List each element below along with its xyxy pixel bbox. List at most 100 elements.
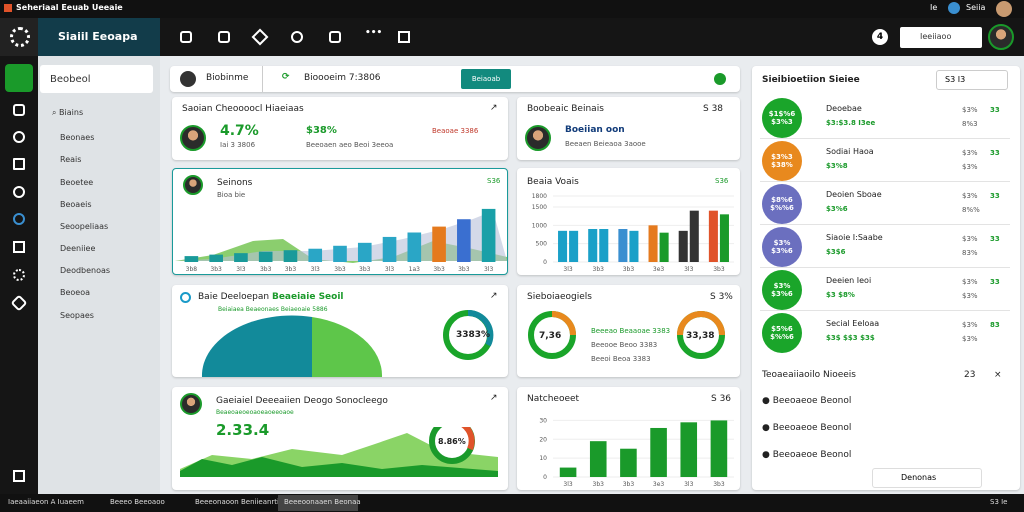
nav-icon[interactable]	[13, 104, 25, 116]
area-card: Gaeiaiel Deeeaiien Deogo Sonocleego Beae…	[172, 387, 508, 490]
tool-icon[interactable]	[251, 28, 269, 46]
app-icon	[4, 4, 12, 12]
active-task[interactable]	[278, 495, 358, 511]
chart-title: Seinons	[217, 178, 253, 188]
tool-icon[interactable]	[218, 31, 230, 43]
user-avatar[interactable]	[988, 24, 1014, 50]
tool-icon[interactable]	[291, 31, 303, 43]
nav-icon[interactable]	[13, 131, 25, 143]
item-value: 33	[990, 149, 1000, 157]
menu-item[interactable]: Seopaes	[60, 311, 94, 320]
card-title: Sieboiaeogiels	[527, 292, 592, 302]
logo-box	[0, 18, 38, 56]
y-tick-label: 1500	[532, 204, 547, 211]
chart-title: Natcheoeet	[527, 394, 580, 404]
menu-item[interactable]: Beobeol	[50, 74, 91, 85]
link-item[interactable]: ● Beeoaeoe Beonol	[762, 423, 852, 433]
x-tick-label: 3b3	[260, 266, 272, 273]
menu-item[interactable]: Beoetee	[60, 178, 94, 187]
menu-item[interactable]: ⌕ Biains	[52, 108, 84, 117]
nav-icon[interactable]	[13, 269, 25, 281]
menu-item[interactable]: Deeniiee	[60, 244, 96, 253]
search-box[interactable]: Ieeiiaoo	[900, 27, 982, 48]
item-value: $3%	[962, 235, 978, 243]
link-item[interactable]: ● Beeoaeoe Beonol	[762, 396, 852, 406]
status-circle: $3%3 $38%	[762, 141, 802, 181]
bar	[559, 467, 577, 477]
active-icon[interactable]	[5, 64, 33, 92]
nav-icon[interactable]	[10, 294, 28, 312]
x-tick-label: 3b3	[359, 266, 371, 273]
nav-icon[interactable]	[13, 158, 25, 170]
x-tick-label: 3b3	[623, 481, 635, 488]
item-name: Sodiai Haoa	[826, 147, 874, 156]
x-tick-label: 3l3	[385, 266, 394, 273]
bar-area-chart: 3b8 3b3 3l3 3b3 3b3 3l3 3b3 3b3 3l3 1a3 3b3 3b3 3l3	[175, 208, 507, 273]
tool-icon[interactable]	[180, 31, 192, 43]
bar	[589, 441, 607, 477]
bar	[680, 422, 698, 477]
menu-item[interactable]: Beonaes	[60, 133, 95, 142]
nav-icon[interactable]	[13, 186, 25, 198]
donuts	[528, 311, 725, 359]
item-value: 33	[990, 192, 1000, 200]
card-menu[interactable]: ↗	[490, 103, 498, 113]
card-sub: Beiaiaea Beaeonaes Beiaeoaie 5886	[218, 306, 328, 313]
task-item[interactable]: Beeeo Beeoaoo	[110, 498, 165, 506]
taskbar: Iaeaaiiaeon A Iuaeem Beeeo Beeoaoo Beeeo…	[0, 494, 1024, 512]
tool-icon[interactable]	[329, 31, 341, 43]
y-tick-label: 500	[536, 241, 548, 248]
y-tick-label: 30	[539, 417, 547, 424]
x-tick-label: 3b3	[713, 266, 725, 273]
item-line: $3 $8%	[826, 291, 855, 299]
task-item[interactable]: Iaeaaiiaeon A Iuaeem	[8, 498, 84, 506]
nav-icon[interactable]	[13, 213, 25, 225]
item-value: 83%	[962, 249, 978, 257]
user-avatar[interactable]	[996, 1, 1012, 17]
card-title: Boobeaic Beinais	[527, 104, 604, 114]
task-item[interactable]: Beeeonaoon Beniieanrtiaa	[195, 498, 288, 506]
x-tick-label: 3l3	[484, 266, 493, 273]
bar-chart: 0 10 20 30 3l3 3b3 3b3 3e3 3l3 3b3	[539, 417, 734, 488]
panel-button[interactable]: Denonas	[872, 468, 982, 488]
title-highlight: Beaeiaie Seoil	[271, 292, 344, 302]
panel-filter[interactable]: S3 I3	[936, 70, 1008, 90]
avatar	[183, 175, 203, 195]
bar	[234, 253, 248, 262]
active-menu[interactable]	[40, 65, 153, 93]
item-value: 8%3	[962, 120, 978, 128]
x-tick-label: 3b3	[210, 266, 222, 273]
tool-icon[interactable]	[398, 31, 410, 43]
item-line: $3$6	[826, 248, 846, 256]
x-tick-label: 3l3	[563, 266, 572, 273]
status-icon: ⟳	[282, 72, 290, 82]
window-title: Seheriaal Eeuab Ueeaie	[16, 3, 123, 12]
nav-icon[interactable]	[13, 241, 25, 253]
menu-item[interactable]: Seoopeliaas	[60, 222, 109, 231]
menu-item[interactable]: Reais	[60, 155, 82, 164]
toolbar-button[interactable]: Beiaoab	[461, 69, 511, 89]
menu-item[interactable]: Beoaeis	[60, 200, 92, 209]
divider	[760, 310, 1010, 311]
bar	[333, 245, 347, 262]
bar	[407, 232, 422, 262]
card-menu[interactable]: ↗	[490, 393, 498, 403]
close-icon[interactable]: ×	[994, 370, 1002, 380]
item-value: $3%	[962, 321, 978, 329]
profile-name: Boeiian oon	[565, 125, 625, 135]
card-menu[interactable]: ↗	[490, 291, 498, 301]
more-icon[interactable]: •••	[365, 28, 383, 38]
task-item[interactable]: Beeeoonaaen Beonaa	[284, 498, 361, 506]
notification-badge[interactable]: 4	[872, 29, 888, 45]
nav-icon[interactable]	[13, 470, 25, 482]
menu-item[interactable]: Beoeoa	[60, 288, 91, 297]
donut-arc	[551, 311, 576, 336]
item-value: 33	[990, 235, 1000, 243]
brand-block: Siaiil Eeoapa	[38, 18, 160, 56]
x-tick-label: 3l3	[311, 266, 320, 273]
bar	[308, 248, 323, 262]
item-name: Deeien Ieoi	[826, 276, 872, 285]
menu-item[interactable]: Deodbenoas	[60, 266, 111, 275]
link-item[interactable]: ● Beeoaeoe Beonol	[762, 450, 852, 460]
status-icon	[948, 2, 960, 14]
